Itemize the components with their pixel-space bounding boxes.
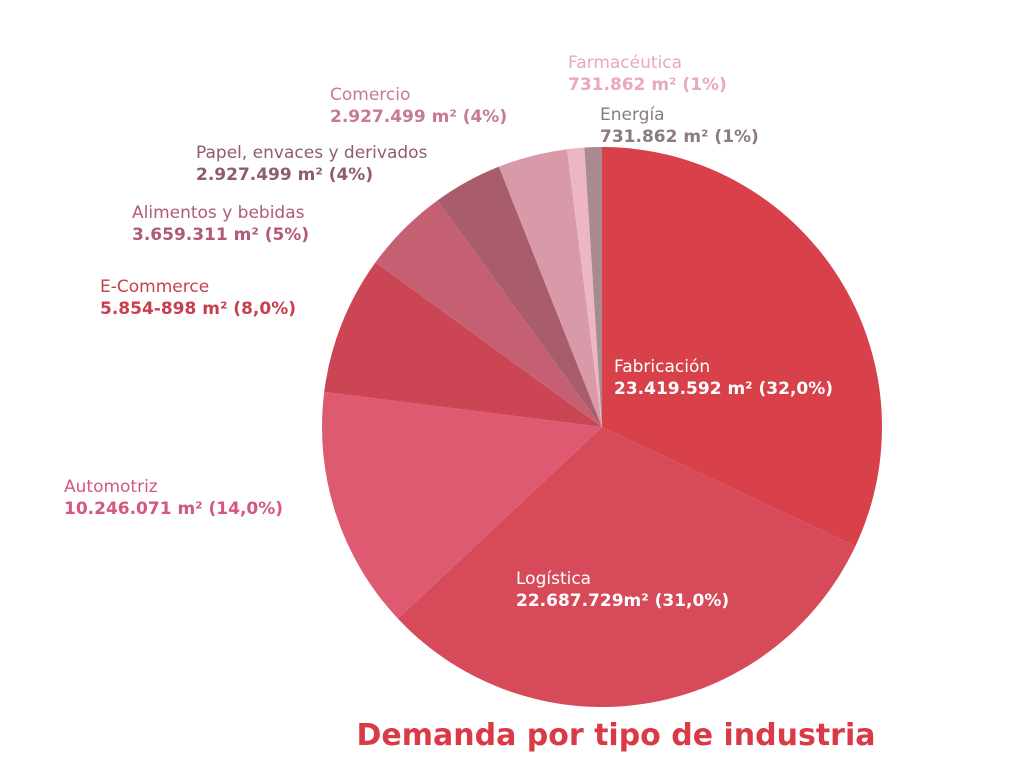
pie-slice-9 — [584, 147, 602, 427]
pie-slice-1 — [602, 147, 882, 547]
slice-label-value-8: 731.862 m² (1%) — [568, 75, 727, 95]
pie-slice-4 — [324, 262, 602, 427]
pie-slice-5 — [375, 200, 602, 427]
slice-label-value-1: 23.419.592 m² (32,0%) — [614, 379, 833, 399]
chart-title: Demanda por tipo de industria — [356, 718, 875, 753]
slice-label-name-8: Farmacéutica — [568, 53, 682, 73]
slice-label-name-9: Energía — [600, 105, 665, 125]
slice-label-value-3: 10.246.071 m² (14,0%) — [64, 499, 283, 519]
slice-label-value-9: 731.862 m² (1%) — [600, 127, 759, 147]
slice-label-value-7: 2.927.499 m² (4%) — [330, 107, 507, 127]
slice-label-name-1: Fabricación — [614, 357, 710, 377]
slice-label-value-5: 3.659.311 m² (5%) — [132, 225, 309, 245]
pie-slices — [322, 147, 882, 707]
slice-label-value-2: 22.687.729m² (31,0%) — [516, 591, 729, 611]
pie-slice-6 — [437, 166, 602, 427]
slice-label-name-5: Alimentos y bebidas — [132, 203, 305, 223]
slice-label-value-6: 2.927.499 m² (4%) — [196, 165, 373, 185]
slice-label-name-7: Comercio — [330, 85, 410, 105]
pie-slice-2 — [397, 427, 856, 707]
slice-label-name-4: E-Commerce — [100, 277, 209, 297]
slice-label-name-3: Automotriz — [64, 477, 158, 497]
pie-slice-8 — [566, 147, 602, 428]
pie-slice-7 — [498, 149, 602, 427]
slice-label-name-6: Papel, envaces y derivados — [196, 143, 428, 163]
slice-label-value-4: 5.854-898 m² (8,0%) — [100, 299, 296, 319]
slice-label-name-2: Logística — [516, 569, 591, 589]
pie-slice-3 — [322, 391, 602, 619]
